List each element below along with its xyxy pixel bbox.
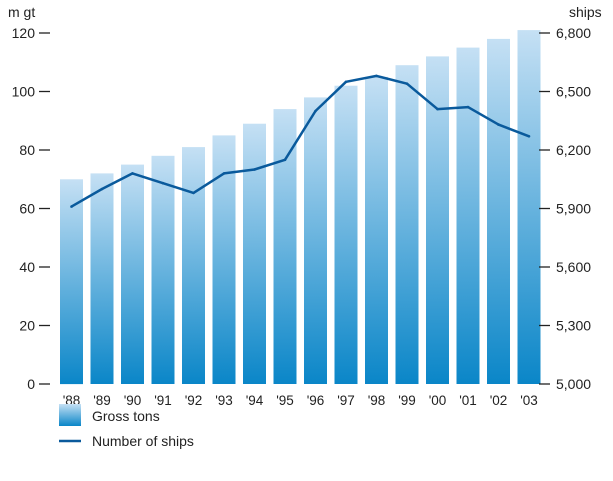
ships-point-4 (192, 191, 195, 195)
ships-point-3 (161, 181, 165, 185)
legend-swatch-gross-tons (59, 404, 81, 426)
left-tick-label-3: 60 (19, 201, 35, 217)
left-tick-label-2: 40 (19, 259, 35, 275)
x-tick-label-3: '91 (154, 393, 172, 408)
ships-point-7 (283, 158, 287, 162)
ships-point-9 (344, 80, 348, 84)
ships-point-8 (314, 109, 317, 113)
ships-point-13 (466, 105, 470, 109)
right-tick-label-1: 5,300 (556, 318, 591, 334)
left-tick-label-4: 80 (19, 142, 35, 158)
x-tick-label-13: '01 (459, 393, 477, 408)
legend-label-number-of-ships: Number of ships (92, 433, 194, 449)
ships-point-10 (375, 74, 378, 78)
x-tick-label-5: '93 (215, 393, 233, 408)
line-series-number-of-ships (70, 74, 531, 208)
bar-9 (334, 85, 358, 384)
right-y-axis: 5,000 5,300 5,600 5,900 6,200 6,500 6,800 (539, 25, 591, 392)
left-axis-unit-label: m gt (8, 4, 35, 20)
x-tick-label-11: '99 (398, 393, 416, 408)
ships-point-15 (527, 135, 531, 138)
ships-point-6 (253, 168, 256, 171)
bar-12 (426, 56, 449, 385)
legend-label-gross-tons: Gross tons (92, 408, 160, 424)
x-tick-label-9: '97 (337, 393, 355, 408)
left-tick-label-5: 100 (12, 84, 36, 100)
bar-14 (487, 38, 510, 385)
x-tick-label-2: '90 (124, 393, 142, 408)
bar-1 (90, 173, 114, 384)
x-tick-label-8: '96 (307, 393, 325, 408)
x-axis: '88'89'90'91'92'93'94'95'96'97'98'99'00 '… (63, 393, 538, 408)
bar-3 (151, 155, 175, 384)
ships-point-2 (131, 172, 134, 175)
bar-11 (395, 65, 419, 384)
bar-8 (304, 97, 327, 385)
left-tick-label-6: 120 (12, 25, 36, 41)
right-tick-label-2: 5,600 (556, 259, 591, 275)
ships-point-14 (497, 123, 500, 126)
ships-point-12 (436, 107, 439, 111)
ships-point-5 (222, 172, 226, 175)
bar-5 (212, 135, 236, 384)
bar-13 (456, 47, 480, 384)
bar-6 (243, 123, 266, 384)
ships-point-11 (405, 82, 409, 85)
right-axis-unit-label: ships (569, 4, 602, 20)
left-tick-label-1: 20 (19, 318, 35, 334)
x-tick-label-10: '98 (368, 393, 386, 408)
right-tick-label-3: 5,900 (556, 201, 591, 217)
x-tick-label-14: '02 (490, 393, 508, 408)
bar-10 (365, 76, 388, 385)
x-tick-label-15: '03 (520, 393, 538, 408)
bar-0 (60, 179, 83, 385)
ships-point-0 (70, 205, 73, 208)
x-tick-label-1: '89 (93, 393, 111, 408)
x-tick-label-4: '92 (185, 393, 203, 408)
right-tick-label-6: 6,800 (556, 25, 591, 41)
right-tick-label-4: 6,200 (556, 142, 591, 158)
bar-2 (121, 164, 144, 384)
ships-point-1 (100, 187, 104, 191)
x-tick-label-12: '00 (429, 393, 447, 408)
legend: Gross tons Number of ships (59, 404, 194, 449)
x-tick-label-6: '94 (246, 393, 264, 408)
bar-4 (182, 147, 205, 384)
bar-series-gross-tons (60, 30, 541, 385)
right-tick-label-5: 6,500 (556, 84, 591, 100)
left-tick-label-0: 0 (27, 376, 35, 392)
bar-7 (273, 109, 297, 384)
bar-15 (517, 30, 541, 384)
left-y-axis: 0 20 40 60 80 100 120 (12, 25, 50, 392)
ships-line (70, 74, 530, 208)
right-tick-label-0: 5,000 (556, 376, 591, 392)
x-tick-label-7: '95 (276, 393, 294, 408)
